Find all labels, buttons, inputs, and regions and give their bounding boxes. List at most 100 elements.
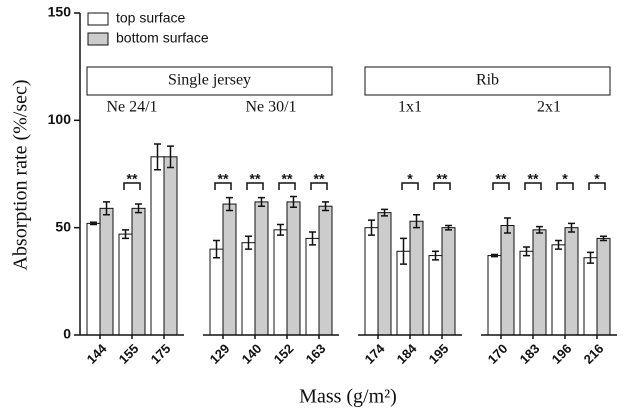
error-bar [523, 246, 530, 257]
error-bar [103, 201, 110, 216]
x-tick-label: 144 [84, 340, 110, 366]
group-label: Single jersey [168, 72, 251, 89]
bar [318, 205, 333, 336]
significance-label: ** [496, 171, 507, 187]
significance-label: ** [282, 171, 293, 187]
bar [286, 201, 301, 336]
x-tick-label: 163 [303, 341, 329, 367]
error-bar [491, 253, 498, 258]
group-box [364, 66, 611, 96]
error-bar [167, 145, 174, 169]
y-tick-label: 150 [48, 4, 72, 20]
error-bar [277, 223, 284, 236]
significance-bracket [588, 182, 606, 190]
error-bar [290, 195, 297, 209]
legend-label: top surface [116, 10, 185, 26]
x-tick-label: 140 [239, 341, 265, 367]
significance-label: ** [528, 171, 539, 187]
y-axis-title: Absorption rate (%/sec) [10, 79, 32, 270]
x-tick-label: 183 [517, 341, 543, 367]
significance-bracket [492, 182, 510, 190]
x-axis-title: Mass (g/m²) [299, 386, 397, 408]
error-bar [135, 203, 142, 214]
error-bar [154, 143, 161, 171]
legend-swatch [87, 12, 109, 26]
error-bar [400, 237, 407, 265]
bar [564, 227, 579, 336]
group-label: Rib [476, 72, 499, 89]
error-bar [245, 235, 252, 250]
bar [99, 207, 114, 336]
x-tick-label: 129 [207, 341, 233, 367]
y-tick-label: 50 [55, 218, 71, 234]
significance-bracket [123, 182, 141, 190]
x-tick-label: 175 [148, 341, 174, 367]
error-bar [600, 235, 607, 242]
significance-label: ** [127, 171, 138, 187]
y-tick-label: 100 [48, 111, 72, 127]
error-bar [226, 196, 233, 212]
subgroup-label: 1x1 [398, 99, 422, 116]
x-tick-label: 184 [394, 340, 420, 366]
bar [428, 255, 443, 336]
group-box [86, 66, 333, 96]
bar [131, 207, 146, 336]
bar [86, 222, 101, 336]
significance-label: * [407, 171, 413, 187]
significance-bracket [310, 182, 328, 190]
x-tick-label: 195 [426, 341, 452, 367]
significance-label: ** [250, 171, 261, 187]
error-bar [536, 225, 543, 234]
significance-label: ** [314, 171, 325, 187]
significance-bracket [214, 182, 232, 190]
significance-label: * [562, 171, 568, 187]
bar [487, 255, 502, 336]
bar [377, 212, 392, 336]
error-bar [309, 231, 316, 246]
bar [596, 237, 611, 336]
significance-label: ** [218, 171, 229, 187]
bar [500, 225, 515, 336]
bar [163, 156, 178, 336]
bar [364, 227, 379, 336]
error-bar [555, 239, 562, 250]
error-bar [368, 219, 375, 236]
subgroup-label: Ne 24/1 [106, 99, 157, 116]
bar [118, 233, 133, 336]
bar [519, 250, 534, 336]
error-bar [587, 251, 594, 264]
error-bar [258, 196, 265, 207]
y-tick-label: 0 [63, 326, 71, 342]
significance-bracket [401, 182, 419, 190]
significance-bracket [433, 182, 451, 190]
error-bar [504, 217, 511, 234]
x-tick-label: 196 [549, 341, 575, 367]
bar [222, 203, 237, 336]
significance-bracket [278, 182, 296, 190]
x-tick-label: 174 [362, 340, 388, 366]
subgroup-label: Ne 30/1 [245, 99, 296, 116]
bar [441, 227, 456, 336]
bar [150, 156, 165, 336]
x-tick-label: 152 [271, 341, 297, 367]
bar [551, 244, 566, 336]
bar [273, 229, 288, 336]
bar [583, 257, 598, 336]
significance-bracket [556, 182, 574, 190]
legend-label: bottom surface [116, 30, 209, 46]
bar [209, 248, 224, 336]
subgroup-label: 2x1 [537, 99, 561, 116]
bar [305, 237, 320, 336]
x-tick-label: 155 [116, 341, 142, 367]
bar [254, 201, 269, 336]
error-bar [213, 239, 220, 259]
x-tick-label: 216 [581, 341, 607, 367]
error-bar [445, 224, 452, 231]
error-bar [413, 214, 420, 229]
error-bar [122, 229, 129, 240]
significance-bracket [246, 182, 264, 190]
bar [409, 220, 424, 336]
error-bar [568, 222, 575, 233]
bar [532, 229, 547, 336]
